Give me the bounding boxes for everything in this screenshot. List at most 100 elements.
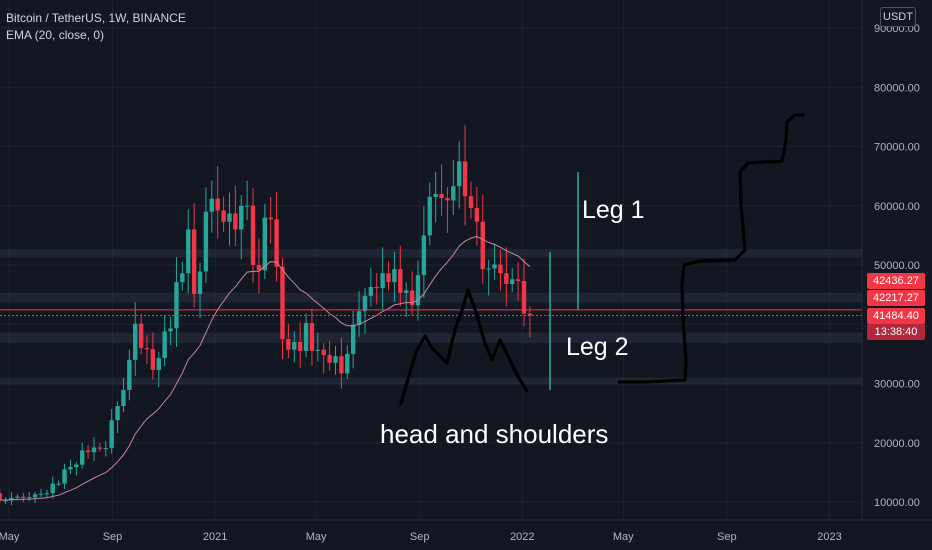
candle[interactable] <box>504 247 509 307</box>
candle[interactable] <box>91 437 97 461</box>
candle[interactable] <box>297 322 303 368</box>
candle[interactable] <box>327 340 332 371</box>
candle[interactable] <box>527 306 533 338</box>
candle[interactable] <box>115 401 120 433</box>
candle[interactable] <box>68 459 73 475</box>
candle[interactable] <box>380 247 385 310</box>
resistance-zone-52k <box>0 248 862 258</box>
candle[interactable] <box>209 180 215 233</box>
candle[interactable] <box>315 332 321 362</box>
candle-body <box>321 349 326 356</box>
candle[interactable] <box>186 209 191 294</box>
candle[interactable] <box>256 238 262 294</box>
symbol-title[interactable]: Bitcoin / TetherUS, 1W, BINANCE <box>6 11 186 25</box>
candle[interactable] <box>339 337 344 389</box>
candle[interactable] <box>274 192 279 282</box>
candle[interactable] <box>445 187 450 233</box>
candle[interactable] <box>221 196 226 232</box>
candle[interactable] <box>350 310 356 369</box>
candle[interactable] <box>457 141 462 209</box>
candle[interactable] <box>309 308 315 366</box>
candle[interactable] <box>356 291 362 337</box>
candle[interactable] <box>521 258 527 326</box>
candle[interactable] <box>498 249 503 291</box>
candle[interactable] <box>103 441 108 457</box>
candle[interactable] <box>409 271 415 316</box>
candle[interactable] <box>109 408 114 454</box>
candle[interactable] <box>368 267 374 307</box>
candle[interactable] <box>415 260 421 321</box>
candle[interactable] <box>62 463 67 490</box>
candle[interactable] <box>127 349 132 401</box>
candle[interactable] <box>433 171 438 223</box>
candle[interactable] <box>239 195 244 260</box>
candle[interactable] <box>156 351 161 388</box>
candle[interactable] <box>3 497 8 504</box>
candle-body <box>280 266 285 340</box>
candle[interactable] <box>486 259 491 296</box>
candle[interactable] <box>451 159 456 215</box>
currency-button[interactable]: USDT <box>880 7 916 27</box>
candle[interactable] <box>203 187 209 284</box>
candle[interactable] <box>515 262 521 301</box>
candle[interactable] <box>180 261 185 291</box>
candle[interactable] <box>474 186 480 246</box>
candle[interactable] <box>215 166 220 239</box>
candle[interactable] <box>162 315 167 367</box>
candle[interactable] <box>421 206 427 298</box>
candle[interactable] <box>462 125 468 226</box>
candle[interactable] <box>80 442 85 469</box>
candle[interactable] <box>74 461 79 476</box>
candle[interactable] <box>150 332 156 380</box>
candle[interactable] <box>197 262 203 319</box>
candle-body <box>504 273 509 284</box>
candle[interactable] <box>244 180 250 220</box>
candle[interactable] <box>468 181 474 219</box>
candle[interactable] <box>386 261 391 291</box>
candle-body <box>244 205 250 207</box>
candle[interactable] <box>392 251 397 302</box>
candle[interactable] <box>56 480 61 486</box>
candle[interactable] <box>280 257 285 360</box>
candle[interactable] <box>191 202 197 308</box>
candle[interactable] <box>168 316 173 346</box>
candle[interactable] <box>321 343 326 374</box>
candle[interactable] <box>133 302 138 376</box>
candle-body <box>303 323 309 351</box>
candle[interactable] <box>85 444 91 459</box>
candle[interactable] <box>292 331 297 363</box>
candle[interactable] <box>427 182 432 246</box>
candle[interactable] <box>510 267 515 293</box>
candle[interactable] <box>233 185 238 247</box>
candle[interactable] <box>121 378 126 413</box>
candle[interactable] <box>333 345 338 375</box>
candle[interactable] <box>174 257 179 348</box>
candle[interactable] <box>362 287 368 334</box>
candle[interactable] <box>9 492 14 506</box>
candle[interactable] <box>21 492 26 503</box>
candle[interactable] <box>286 323 291 359</box>
candle[interactable] <box>374 273 379 305</box>
indicator-label[interactable]: EMA (20, close, 0) <box>6 28 105 42</box>
candle[interactable] <box>439 164 444 217</box>
candle[interactable] <box>403 282 409 318</box>
candle[interactable] <box>144 335 150 364</box>
candle[interactable] <box>398 245 403 307</box>
candle[interactable] <box>50 476 55 499</box>
candle[interactable] <box>138 314 144 355</box>
candle[interactable] <box>44 489 50 498</box>
candle[interactable] <box>0 488 2 503</box>
candle[interactable] <box>227 192 232 246</box>
candle[interactable] <box>32 492 38 504</box>
candle[interactable] <box>26 492 32 502</box>
candle[interactable] <box>492 243 497 281</box>
candle[interactable] <box>97 442 103 453</box>
candle[interactable] <box>15 494 20 500</box>
candle[interactable] <box>268 196 273 244</box>
candle[interactable] <box>38 488 44 497</box>
candle[interactable] <box>250 187 256 283</box>
candle[interactable] <box>303 313 309 358</box>
candle[interactable] <box>345 345 350 380</box>
